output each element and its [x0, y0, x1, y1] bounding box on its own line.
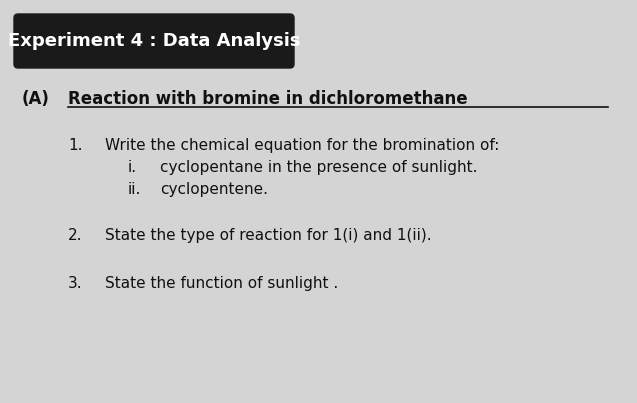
Text: 3.: 3.: [68, 276, 83, 291]
Text: (A): (A): [22, 90, 50, 108]
Text: Reaction with bromine in dichloromethane: Reaction with bromine in dichloromethane: [68, 90, 468, 108]
Text: i.: i.: [128, 160, 137, 175]
FancyBboxPatch shape: [14, 14, 294, 68]
Text: 2.: 2.: [68, 228, 83, 243]
Text: Experiment 4 : Data Analysis: Experiment 4 : Data Analysis: [8, 32, 300, 50]
Text: 1.: 1.: [68, 138, 83, 153]
Text: State the function of sunlight .: State the function of sunlight .: [105, 276, 338, 291]
Text: Write the chemical equation for the bromination of:: Write the chemical equation for the brom…: [105, 138, 499, 153]
Text: cyclopentene.: cyclopentene.: [160, 182, 268, 197]
Text: cyclopentane in the presence of sunlight.: cyclopentane in the presence of sunlight…: [160, 160, 478, 175]
Text: ii.: ii.: [128, 182, 141, 197]
Text: State the type of reaction for 1(i) and 1(ii).: State the type of reaction for 1(i) and …: [105, 228, 432, 243]
